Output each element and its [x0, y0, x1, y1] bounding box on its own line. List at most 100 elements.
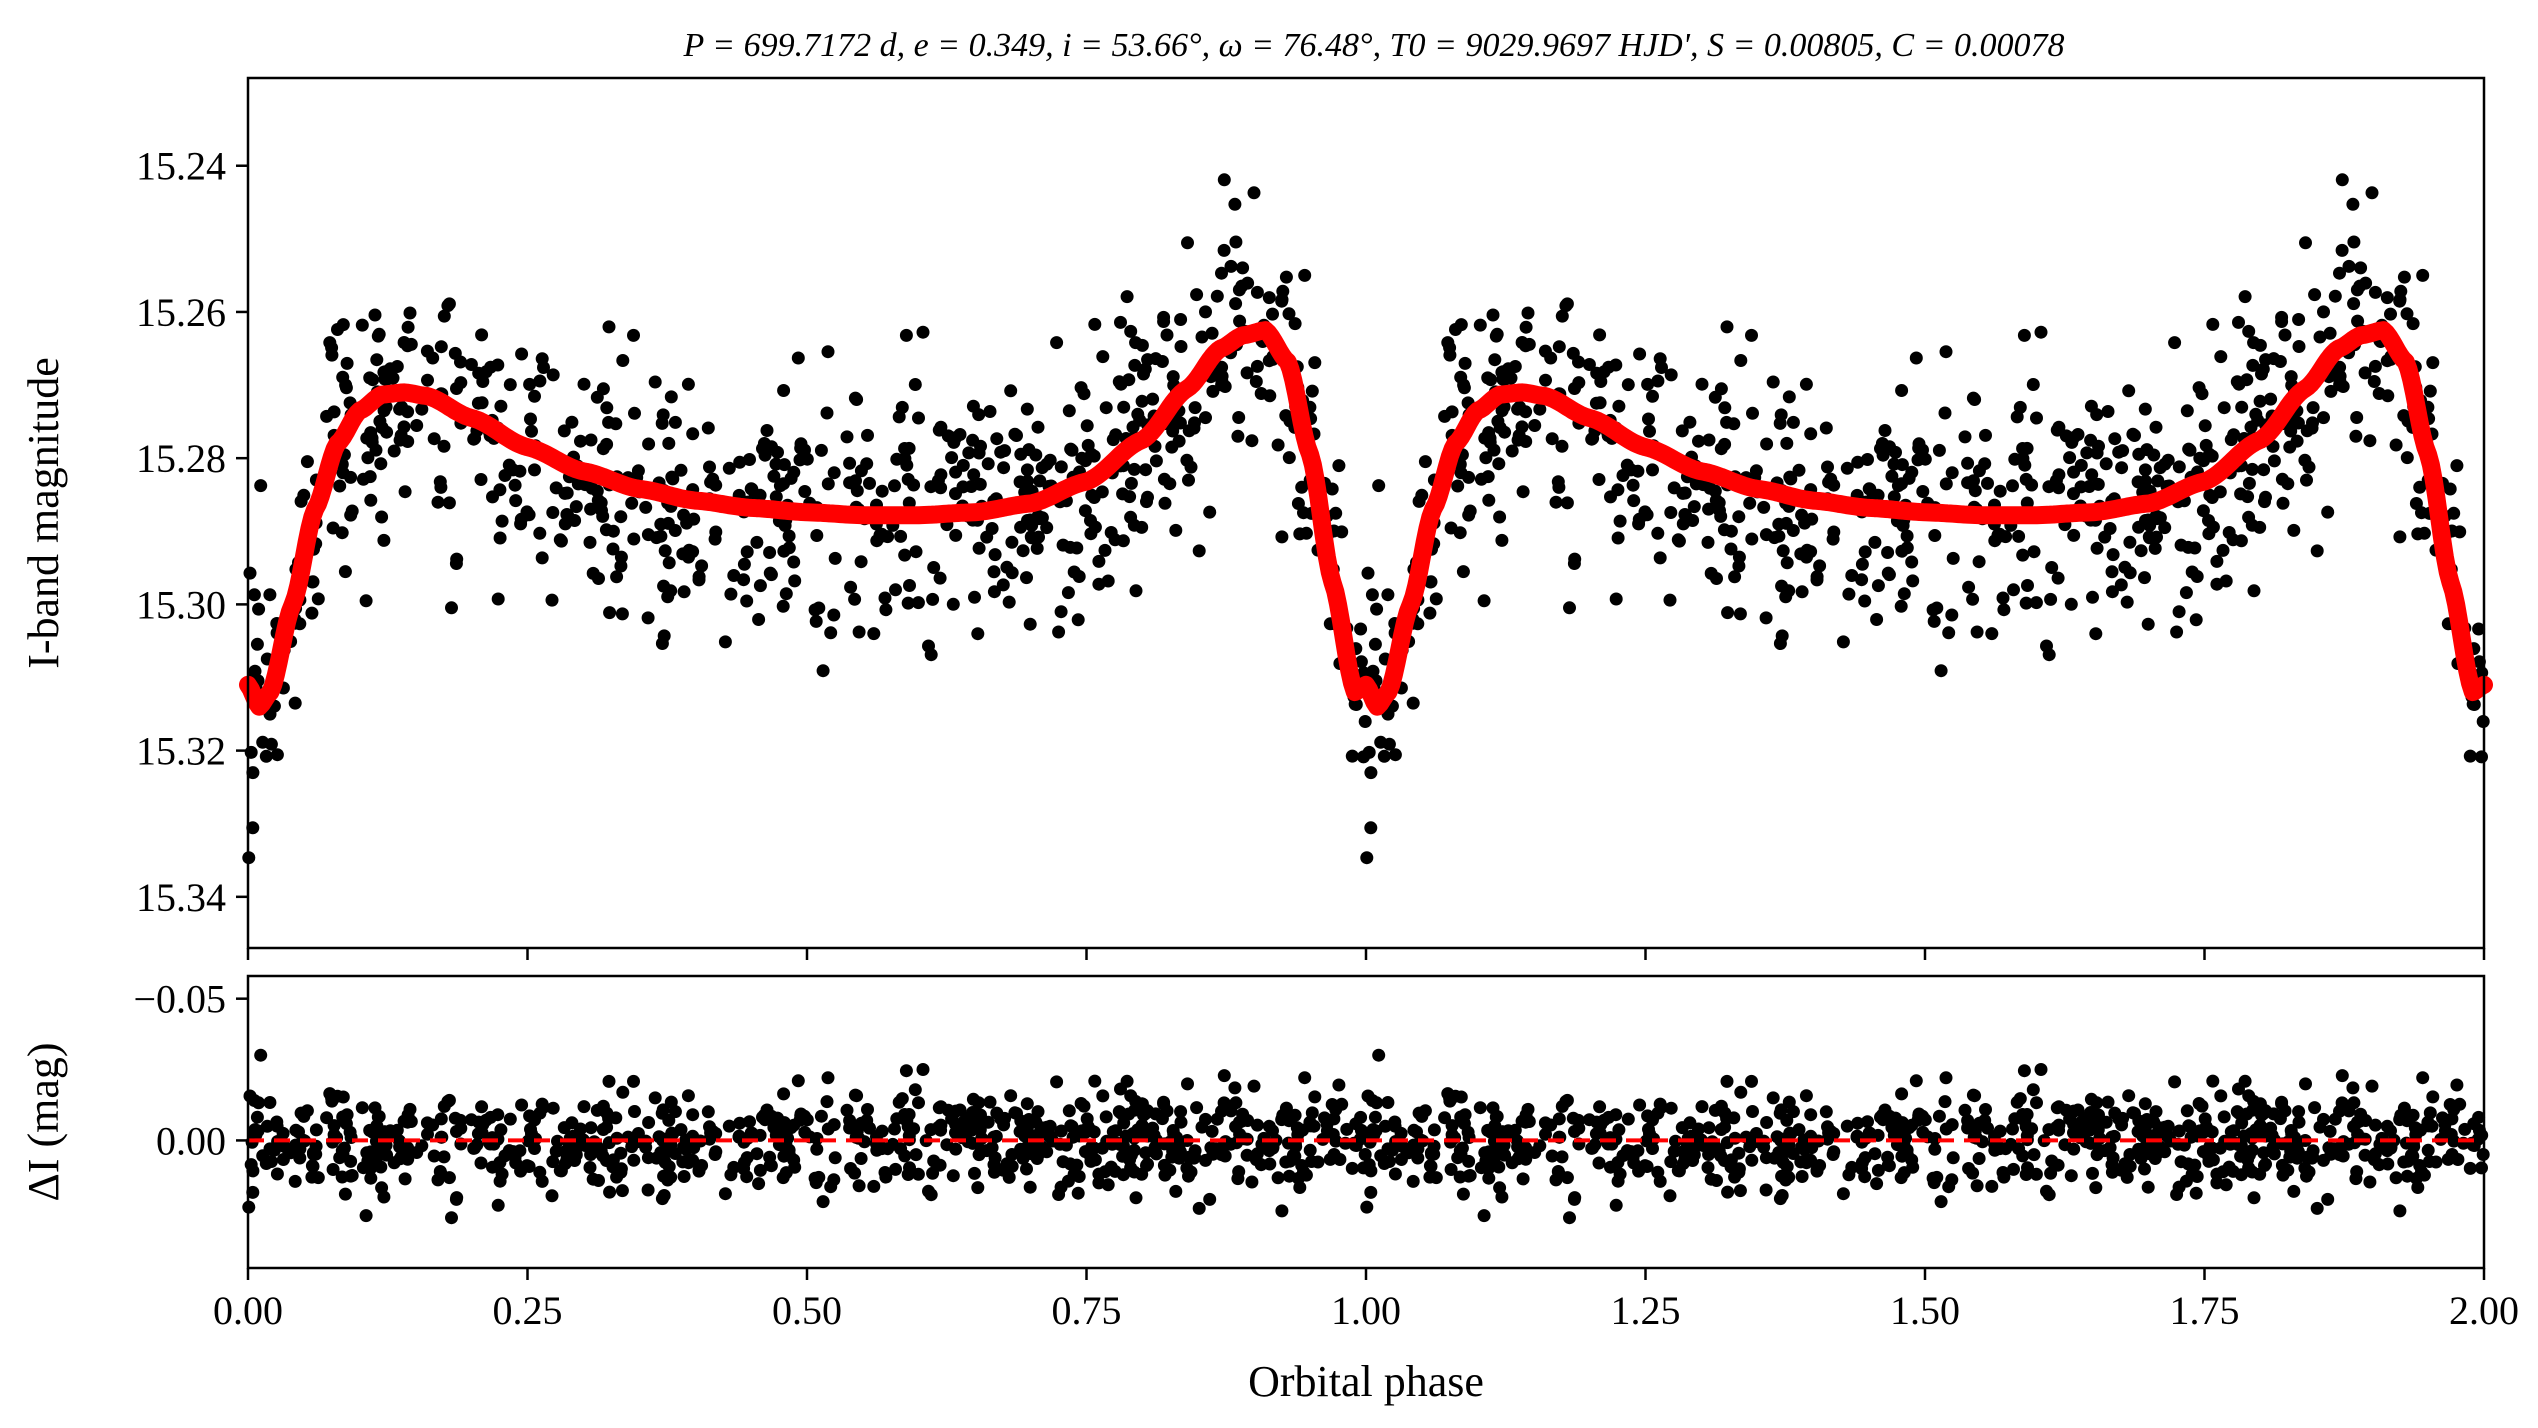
data-point — [1701, 535, 1715, 549]
residual-point — [1664, 1155, 1678, 1169]
residual-point — [1311, 1155, 1325, 1169]
data-point — [1641, 377, 1655, 391]
data-point — [1116, 534, 1130, 548]
data-point — [1228, 197, 1242, 211]
residual-point — [788, 1160, 802, 1174]
residual-point — [2321, 1192, 2335, 1206]
residual-point — [336, 1090, 350, 1104]
residual-point — [1906, 1160, 1920, 1174]
data-point — [1779, 590, 1793, 604]
data-point — [2253, 394, 2267, 408]
data-point — [1713, 503, 1726, 517]
residual-point — [1708, 1140, 1722, 1154]
data-point — [907, 478, 921, 492]
data-point — [383, 362, 397, 376]
data-point — [288, 696, 302, 710]
data-point — [475, 396, 489, 410]
data-point — [2393, 530, 2407, 544]
residual-point — [2450, 1078, 2464, 1092]
data-point — [1493, 510, 1507, 524]
residual-point — [1262, 1119, 1276, 1133]
data-point — [1855, 573, 1869, 587]
residual-point — [1804, 1108, 1818, 1122]
data-point — [294, 494, 308, 508]
residual-point — [2149, 1105, 2163, 1119]
residual-point — [2393, 1204, 2407, 1218]
data-point — [686, 427, 700, 441]
data-point — [366, 373, 380, 387]
data-point — [1721, 606, 1735, 620]
data-point — [934, 481, 948, 495]
data-point — [2115, 461, 2129, 475]
residual-point — [1633, 1098, 1647, 1112]
residual-point — [1701, 1161, 1715, 1174]
data-point — [861, 428, 874, 442]
data-point — [1229, 235, 1243, 249]
residual-point — [383, 1124, 397, 1138]
residual-point — [2106, 1151, 2120, 1165]
data-point — [603, 606, 617, 620]
data-point — [2090, 446, 2104, 460]
residual-point — [491, 1108, 505, 1122]
data-point — [493, 531, 507, 545]
residual-point — [1381, 1096, 1395, 1109]
residual-point — [1340, 1122, 1354, 1136]
residual-point — [1675, 1121, 1689, 1135]
residual-point — [2413, 1159, 2427, 1172]
residual-point — [2365, 1079, 2379, 1093]
data-point — [445, 601, 458, 615]
data-point — [1560, 496, 1574, 510]
residual-point — [2089, 1181, 2103, 1195]
data-point — [1029, 448, 1043, 462]
data-point — [535, 551, 549, 565]
data-point — [2202, 514, 2215, 527]
data-point — [972, 541, 986, 555]
data-point — [2118, 560, 2132, 574]
chart-title: P = 699.7172 d, e = 0.349, i = 53.66°, ω… — [682, 27, 2064, 64]
residual-point — [1395, 1139, 1409, 1153]
residual-point — [596, 1123, 610, 1136]
residual-point — [1728, 1131, 1742, 1145]
data-point — [2084, 433, 2098, 447]
residual-point — [2259, 1157, 2272, 1171]
residual-point — [2158, 1120, 2172, 1134]
data-point — [1262, 354, 1276, 368]
residual-point — [2007, 1162, 2020, 1176]
data-point — [2253, 338, 2267, 352]
residual-point — [2242, 1148, 2256, 1162]
model-curve — [239, 321, 2493, 716]
data-point — [401, 435, 415, 448]
data-point — [1146, 392, 1160, 406]
residual-point — [1299, 1168, 1313, 1182]
data-point — [442, 496, 456, 510]
data-point — [1827, 525, 1841, 539]
residual-point — [1563, 1211, 1576, 1225]
data-point — [1217, 173, 1231, 187]
data-point — [1714, 442, 1728, 456]
data-point — [740, 594, 754, 608]
data-point — [590, 390, 604, 404]
data-point — [2246, 358, 2260, 372]
data-point — [753, 579, 767, 593]
residual-point — [557, 1121, 571, 1135]
data-point — [1819, 421, 1833, 435]
y-tick-label: 15.34 — [136, 875, 226, 920]
data-point — [1412, 494, 1426, 508]
data-point — [448, 346, 462, 360]
residual-point — [985, 1141, 999, 1155]
data-point — [1054, 605, 1068, 619]
y-tick-label: 15.24 — [136, 144, 226, 189]
data-point — [854, 464, 868, 478]
x-tick-label: 2.00 — [2449, 1288, 2519, 1333]
residual-point — [1224, 1137, 1238, 1151]
data-point — [2213, 485, 2227, 499]
residual-point — [2027, 1148, 2041, 1162]
residual-point — [364, 1171, 378, 1185]
top-plot-frame — [246, 76, 2486, 950]
data-point — [1181, 236, 1194, 250]
data-point — [852, 625, 866, 639]
data-point — [514, 512, 528, 526]
residual-point — [1858, 1151, 1872, 1165]
residual-point — [1325, 1098, 1339, 1111]
residual-point — [1461, 1125, 1475, 1139]
